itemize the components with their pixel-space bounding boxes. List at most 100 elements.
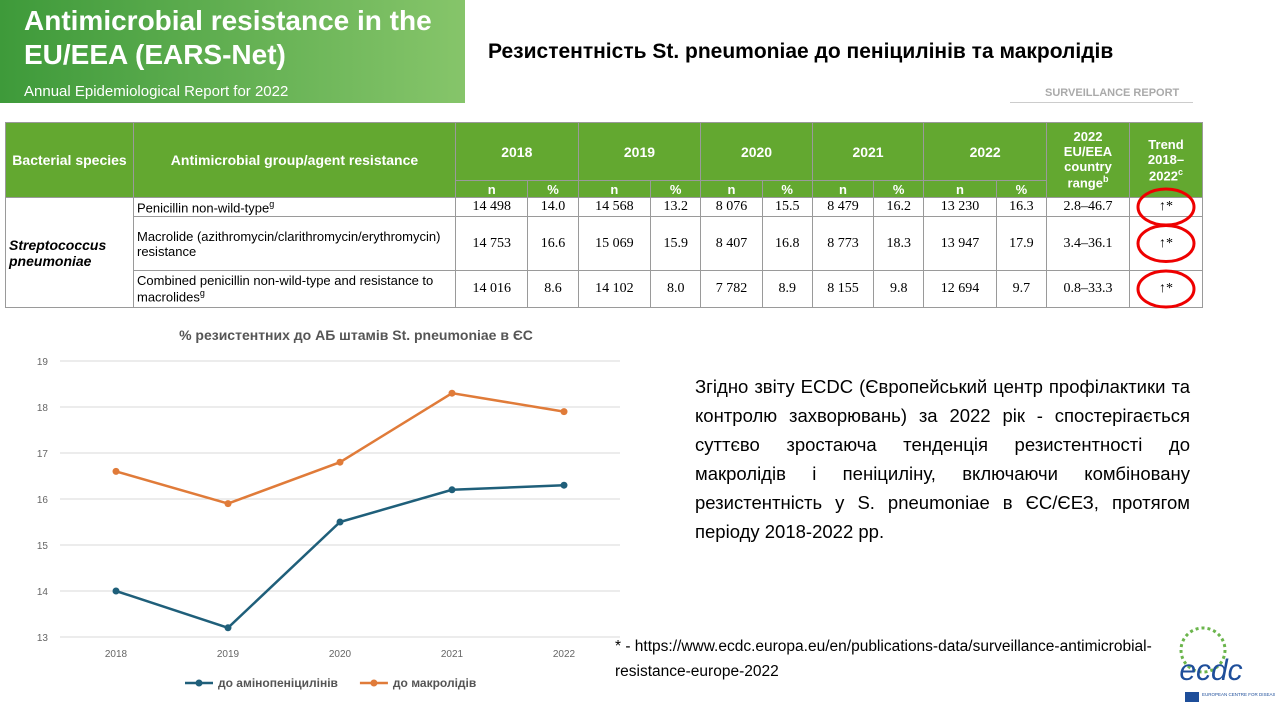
x-tick-label: 2021 [441, 649, 464, 660]
value-cell: 14 016 [454, 270, 529, 308]
data-point [560, 408, 568, 416]
superscript: g [199, 288, 205, 299]
y-tick-label: 16 [37, 495, 49, 506]
value-cell: 16.8 [761, 216, 813, 271]
superscript: c [1177, 166, 1183, 177]
legend-swatch [195, 679, 203, 687]
trend-cell: ↑* [1129, 270, 1203, 308]
data-row: Combined penicillin non-wild-type and re… [6, 270, 1203, 308]
value-cell: 15 069 [577, 216, 652, 271]
header-cell: Trend 2018–2022c [1129, 122, 1203, 198]
year-header: 2021 [811, 122, 925, 181]
agent: Macrolide (azithromycin/clarithromycin/e… [133, 216, 456, 271]
year-header: 2020 [700, 122, 813, 181]
value-cell: 13 947 [923, 216, 997, 271]
report-title: Antimicrobial resistance in the EU/EEA (… [24, 5, 432, 70]
highlight-circle [1136, 269, 1196, 309]
eu-flag [1185, 692, 1199, 702]
header-cell: Antimicrobial group/agent resistance [133, 122, 456, 198]
value-cell: 16.6 [527, 216, 579, 271]
value-cell: 14.0 [527, 197, 579, 217]
y-tick-label: 19 [37, 357, 49, 368]
data-point [336, 458, 344, 466]
rule [1010, 102, 1193, 103]
superscript: b [1102, 174, 1109, 185]
header-banner: Antimicrobial resistance in the EU/EEA (… [0, 0, 465, 103]
logo: ecdc EUROPEAN CENTRE FOR DISEASE PREVENT… [1179, 626, 1275, 702]
species: Streptococcus pneumoniae [5, 197, 134, 308]
year-header: 2018 [455, 122, 579, 181]
data-point [224, 500, 232, 508]
data-point [560, 481, 568, 489]
agent: Combined penicillin non-wild-type and re… [133, 270, 456, 308]
subheader: n [454, 180, 529, 198]
cell-text: 2022 EU/EEA country range [1063, 129, 1113, 191]
subheader: % [650, 180, 702, 198]
agent-text: Combined penicillin non-wild-type and re… [137, 273, 434, 305]
agent-text: Penicillin non-wild-type [137, 200, 270, 216]
data-row: Macrolide (azithromycin/clarithromycin/e… [6, 216, 1203, 271]
report-subtitle: Annual Epidemiological Report for 2022 [24, 83, 289, 100]
value-cell: 17.9 [995, 216, 1048, 271]
y-tick-label: 14 [37, 587, 49, 598]
value-cell: 14 753 [454, 216, 529, 271]
value-cell: 9.7 [995, 270, 1048, 308]
header-cell: 2022 EU/EEA country rangeb [1046, 122, 1130, 198]
legend-label: до амінопеніцилінів [218, 676, 338, 690]
agent: Penicillin non-wild-typeg [133, 197, 456, 217]
x-tick-label: 2020 [329, 649, 352, 660]
report-tag: SURVEILLANCE REPORT [1045, 87, 1180, 99]
data-point [224, 624, 232, 632]
subheader-row: n% n% n% n% n% [6, 180, 1203, 198]
legend-label: до макролідів [393, 676, 476, 690]
chart: % резистентних до АБ штамів St. pneumoni… [37, 327, 620, 690]
agent-text: Macrolide (azithromycin/clarithromycin/e… [137, 228, 441, 259]
data-row: Streptococcus pneumoniae Penicillin non-w… [5, 197, 1203, 308]
subheader: % [995, 180, 1048, 198]
value-cell: 14 498 [454, 197, 529, 217]
header-row: Bacterial species Antimicrobial group/age… [5, 122, 1203, 198]
cell-text: Trend 2018–2022 [1147, 136, 1185, 184]
highlight-circle [1136, 187, 1196, 227]
logo-caption: EUROPEAN CENTRE FOR DISEASE PREVENTION A… [1202, 692, 1275, 697]
year-header: 2019 [577, 122, 702, 181]
series-line [115, 483, 565, 630]
value-cell: 16.2 [873, 197, 925, 217]
superscript: g [269, 198, 275, 209]
value-cell: 15.9 [650, 216, 702, 271]
value-cell: 12 694 [923, 270, 997, 308]
subheader: n [923, 180, 997, 198]
logo-globe [1179, 626, 1227, 674]
chart-title: % резистентних до АБ штамів St. pneumoni… [179, 327, 533, 343]
resistance-table: Bacterial species Antimicrobial group/age… [5, 122, 1203, 308]
legend-swatch [370, 679, 378, 687]
range-cell: 3.4–36.1 [1046, 216, 1130, 271]
value-cell: 8 773 [811, 216, 875, 271]
x-tick-label: 2022 [553, 649, 576, 660]
data-point [112, 467, 120, 475]
y-tick-label: 17 [37, 449, 49, 460]
footnote: * - https://www.ecdc.europa.eu/en/public… [615, 638, 1152, 680]
data-point [448, 486, 456, 494]
year-header: 2022 [923, 122, 1047, 181]
slide-title: Резистентність St. pneumoniae до пеніцил… [488, 40, 1114, 63]
x-tick-label: 2018 [105, 649, 128, 660]
value-cell: 8.9 [761, 270, 813, 308]
data-point [336, 518, 344, 526]
range-cell: 0.8–33.3 [1046, 270, 1130, 308]
value-cell: 7 782 [700, 270, 763, 308]
value-cell: 14 568 [577, 197, 652, 217]
logo-name: ecdc [1179, 654, 1242, 687]
x-tick-label: 2019 [217, 649, 240, 660]
data-point [448, 389, 456, 397]
y-tick-label: 18 [37, 403, 49, 414]
value-cell: 8 407 [700, 216, 763, 271]
paragraph: Згідно звіту ECDC (Європейський центр пр… [695, 376, 1190, 542]
value-cell: 9.8 [873, 270, 925, 308]
value-cell: 8 155 [811, 270, 875, 308]
subheader: n [811, 180, 875, 198]
y-tick-label: 15 [37, 541, 49, 552]
value-cell: 8.0 [650, 270, 702, 308]
